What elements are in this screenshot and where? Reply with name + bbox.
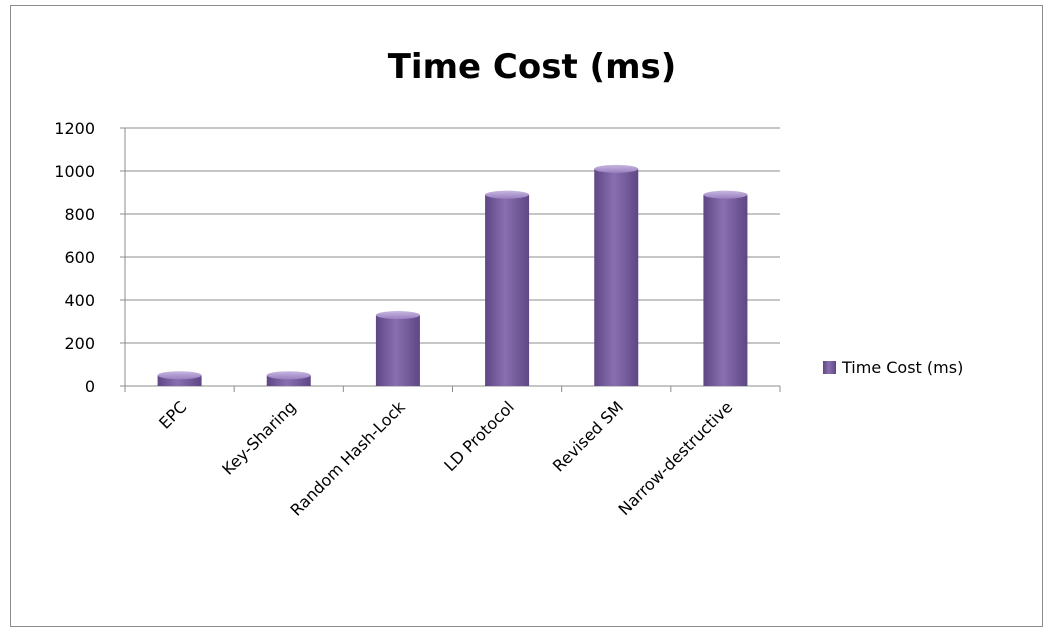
bar-top bbox=[375, 311, 420, 320]
bar-body bbox=[594, 168, 639, 386]
y-tick-label: 0 bbox=[85, 377, 95, 396]
bar-top bbox=[157, 371, 202, 380]
y-tick-label: 200 bbox=[64, 334, 95, 353]
bar-body bbox=[157, 375, 202, 386]
bar bbox=[375, 311, 420, 386]
gridlines bbox=[125, 127, 780, 344]
bar-body bbox=[703, 194, 748, 386]
legend: Time Cost (ms) bbox=[823, 358, 963, 377]
axes bbox=[120, 127, 781, 392]
y-tick-labels: 0 200 400 600 800 1000 1200 bbox=[54, 119, 95, 396]
x-tick-label: Random Hash-Lock bbox=[286, 397, 409, 520]
bar bbox=[266, 371, 311, 386]
bar-top bbox=[485, 190, 530, 199]
bar-top bbox=[266, 371, 311, 380]
bar-body bbox=[375, 315, 420, 386]
bar bbox=[485, 190, 530, 386]
y-tick-label: 400 bbox=[64, 291, 95, 310]
x-tick-label: LD Protocol bbox=[440, 397, 518, 475]
bar bbox=[703, 190, 748, 386]
bar-top bbox=[703, 190, 748, 199]
y-tick-label: 1200 bbox=[54, 119, 95, 138]
y-tick-label: 600 bbox=[64, 248, 95, 267]
x-tick-label: EPC bbox=[155, 397, 190, 432]
x-tick-label: Key-Sharing bbox=[218, 397, 299, 478]
x-tick-label: Narrow-destructive bbox=[615, 397, 737, 519]
y-tick-label: 800 bbox=[64, 205, 95, 224]
bar-top bbox=[594, 164, 639, 173]
bar bbox=[157, 371, 202, 386]
y-tick-label: 1000 bbox=[54, 162, 95, 181]
legend-swatch bbox=[823, 361, 836, 374]
x-tick-label: Revised SM bbox=[549, 397, 627, 475]
chart-title: Time Cost (ms) bbox=[388, 47, 677, 87]
bar bbox=[594, 164, 639, 386]
legend-label: Time Cost (ms) bbox=[841, 358, 963, 377]
bars bbox=[157, 164, 748, 386]
bar-body bbox=[266, 375, 311, 386]
bar-body bbox=[485, 194, 530, 386]
